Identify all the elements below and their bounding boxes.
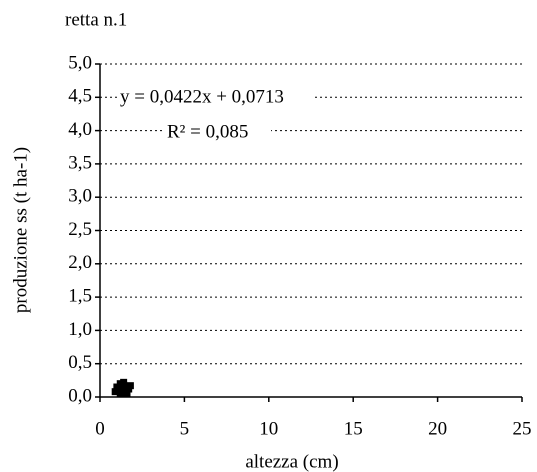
point	[126, 382, 134, 390]
y-tick-label: 2,0	[68, 252, 92, 273]
y-tick-label: 4,5	[68, 86, 92, 107]
y-tick-label: 3,5	[68, 152, 92, 173]
y-tick-label: 2,5	[68, 219, 92, 240]
x-tick-label: 0	[95, 418, 105, 439]
x-tick-label: 10	[259, 418, 278, 439]
annotation-bg	[118, 86, 314, 110]
annotation-bg	[165, 120, 271, 146]
y-tick-label: 4,0	[68, 119, 92, 140]
point	[120, 378, 128, 386]
y-tick-label: 3,0	[68, 186, 92, 207]
y-axis-label: produzione ss (t ha-1)	[10, 147, 31, 313]
x-tick-label: 25	[513, 418, 532, 439]
x-tick-label: 20	[428, 418, 447, 439]
y-tick-label: 0,5	[68, 352, 92, 373]
annotation: y = 0,0422x + 0,0713	[120, 86, 284, 107]
y-tick-label: 5,0	[68, 52, 92, 73]
y-tick-label: 1,5	[68, 285, 92, 306]
point	[116, 390, 124, 398]
point	[123, 389, 131, 397]
chart-title: retta n.1	[65, 9, 127, 30]
y-tick-label: 0,0	[68, 385, 92, 406]
x-tick-label: 15	[344, 418, 363, 439]
x-axis-label: altezza (cm)	[245, 451, 338, 472]
y-tick-label: 1,0	[68, 319, 92, 340]
annotation: R² = 0,085	[167, 121, 248, 142]
x-tick-label: 5	[180, 418, 190, 439]
